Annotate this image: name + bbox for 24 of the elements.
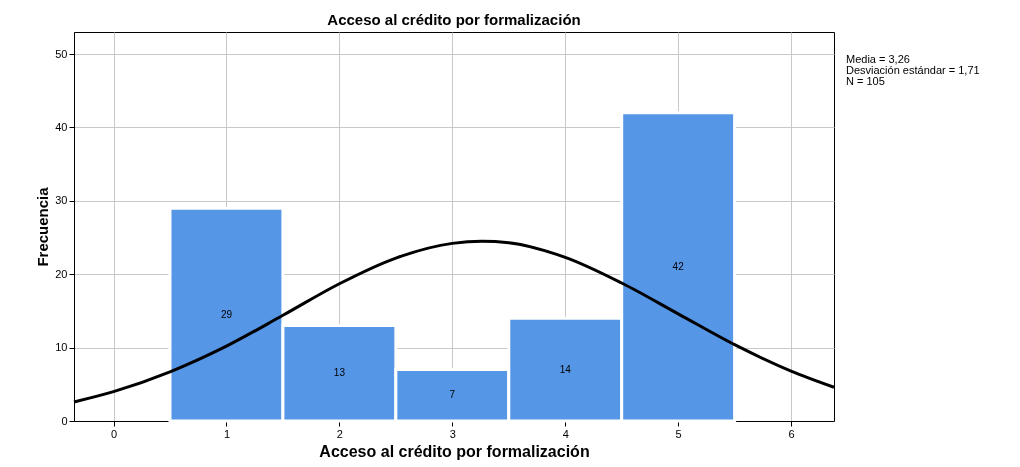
y-tick-label: 30 (55, 194, 68, 207)
data-label: 29 (220, 308, 233, 320)
y-tick-label: 0 (61, 414, 68, 427)
x-tick-label: 6 (788, 427, 795, 440)
chart-title: Acceso al crédito por formalización (327, 11, 581, 28)
x-tick-label: 1 (223, 427, 231, 440)
x-tick-label: 2 (336, 427, 343, 440)
data-label: 13 (333, 367, 346, 379)
x-tick-label: 4 (562, 427, 569, 440)
y-tick-label: 50 (55, 47, 68, 60)
data-label: 42 (672, 260, 685, 272)
x-tick-label: 3 (449, 427, 456, 440)
x-axis-title: Acceso al crédito por formalización (319, 442, 590, 460)
y-axis-title: Frecuencia (34, 186, 52, 267)
x-tick-label: 0 (110, 427, 118, 440)
text: Desviación estándar = 1,71 (846, 64, 980, 76)
text: Media = 3,26 (846, 53, 910, 65)
y-tick-label: 40 (55, 120, 68, 133)
x-tick-label: 5 (675, 427, 682, 440)
y-tick-label: 10 (55, 341, 68, 354)
data-label: 7 (449, 389, 456, 401)
data-label: 14 (559, 363, 572, 375)
text: N = 105 (846, 75, 885, 87)
y-tick-label: 20 (55, 267, 68, 280)
